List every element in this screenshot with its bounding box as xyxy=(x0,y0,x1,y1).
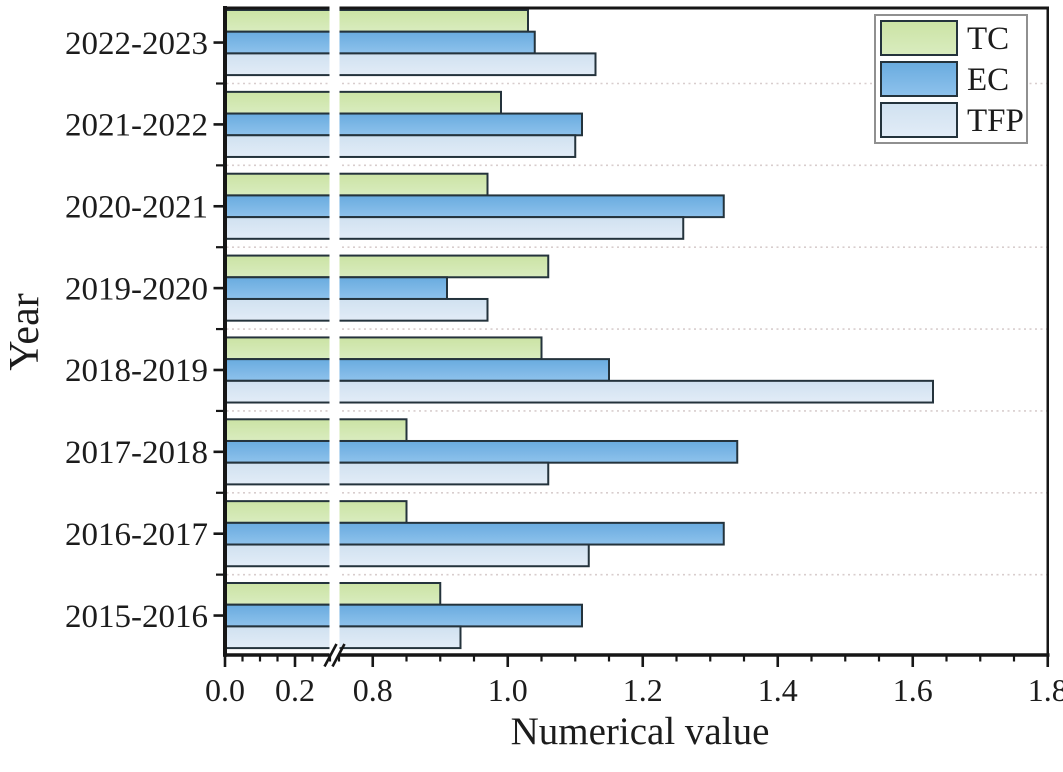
bar-EC-2015-2016 xyxy=(224,603,583,628)
bar-EC-2022-2023 xyxy=(224,30,536,55)
x-tick-label-1.2: 1.2 xyxy=(623,672,663,708)
legend-swatch-TFP xyxy=(880,102,958,138)
x-tick-label-0.0: 0.0 xyxy=(205,672,245,708)
y-tick-label-2022-2023: 2022-2023 xyxy=(65,26,208,62)
x-tick-label-0.2: 0.2 xyxy=(275,672,315,708)
axis-break-band xyxy=(329,4,340,659)
bar-TFP-2022-2023 xyxy=(224,52,597,77)
bar-TC-2021-2022 xyxy=(224,90,502,115)
bar-TC-2016-2017 xyxy=(224,500,408,524)
bar-TFP-2021-2022 xyxy=(224,134,577,158)
x-tick-label-1.8: 1.8 xyxy=(1028,672,1063,708)
bar-EC-2021-2022 xyxy=(224,112,583,137)
x-tick-label-0.8: 0.8 xyxy=(353,672,393,708)
x-tick-label-1.4: 1.4 xyxy=(758,672,798,708)
y-tick-label-2021-2022: 2021-2022 xyxy=(65,108,208,144)
bar-TC-2018-2019 xyxy=(224,336,543,361)
legend-label-TFP: TFP xyxy=(967,103,1024,139)
bar-EC-2017-2018 xyxy=(224,439,739,464)
y-axis-title: Year xyxy=(2,293,48,370)
legend-swatch-EC xyxy=(880,61,958,97)
bar-TC-2022-2023 xyxy=(224,9,529,33)
bar-TC-2020-2021 xyxy=(224,172,489,197)
y-tick-label-2018-2019: 2018-2019 xyxy=(65,353,208,389)
y-tick-label-2019-2020: 2019-2020 xyxy=(65,271,208,307)
y-tick-label-2020-2021: 2020-2021 xyxy=(65,189,208,225)
y-tick-label-2017-2018: 2017-2018 xyxy=(65,435,208,471)
bar-TC-2019-2020 xyxy=(224,254,550,279)
x-tick-label-1.0: 1.0 xyxy=(488,672,528,708)
y-tick-label-2016-2017: 2016-2017 xyxy=(65,517,208,553)
bar-EC-2020-2021 xyxy=(224,194,725,219)
bar-TFP-2016-2017 xyxy=(224,543,590,568)
bar-TC-2017-2018 xyxy=(224,418,408,442)
legend-label-TC: TC xyxy=(967,21,1009,57)
bar-TFP-2020-2021 xyxy=(224,216,685,240)
bar-TFP-2019-2020 xyxy=(224,297,489,322)
legend-label-EC: EC xyxy=(967,62,1009,98)
bar-TFP-2017-2018 xyxy=(224,461,550,486)
x-axis-title: Numerical value xyxy=(511,710,770,753)
bar-EC-2018-2019 xyxy=(224,358,610,382)
x-tick-label-1.6: 1.6 xyxy=(893,672,933,708)
y-tick-label-2015-2016: 2015-2016 xyxy=(65,599,208,635)
bar-EC-2016-2017 xyxy=(224,521,725,546)
legend-swatch-TC xyxy=(880,20,958,56)
